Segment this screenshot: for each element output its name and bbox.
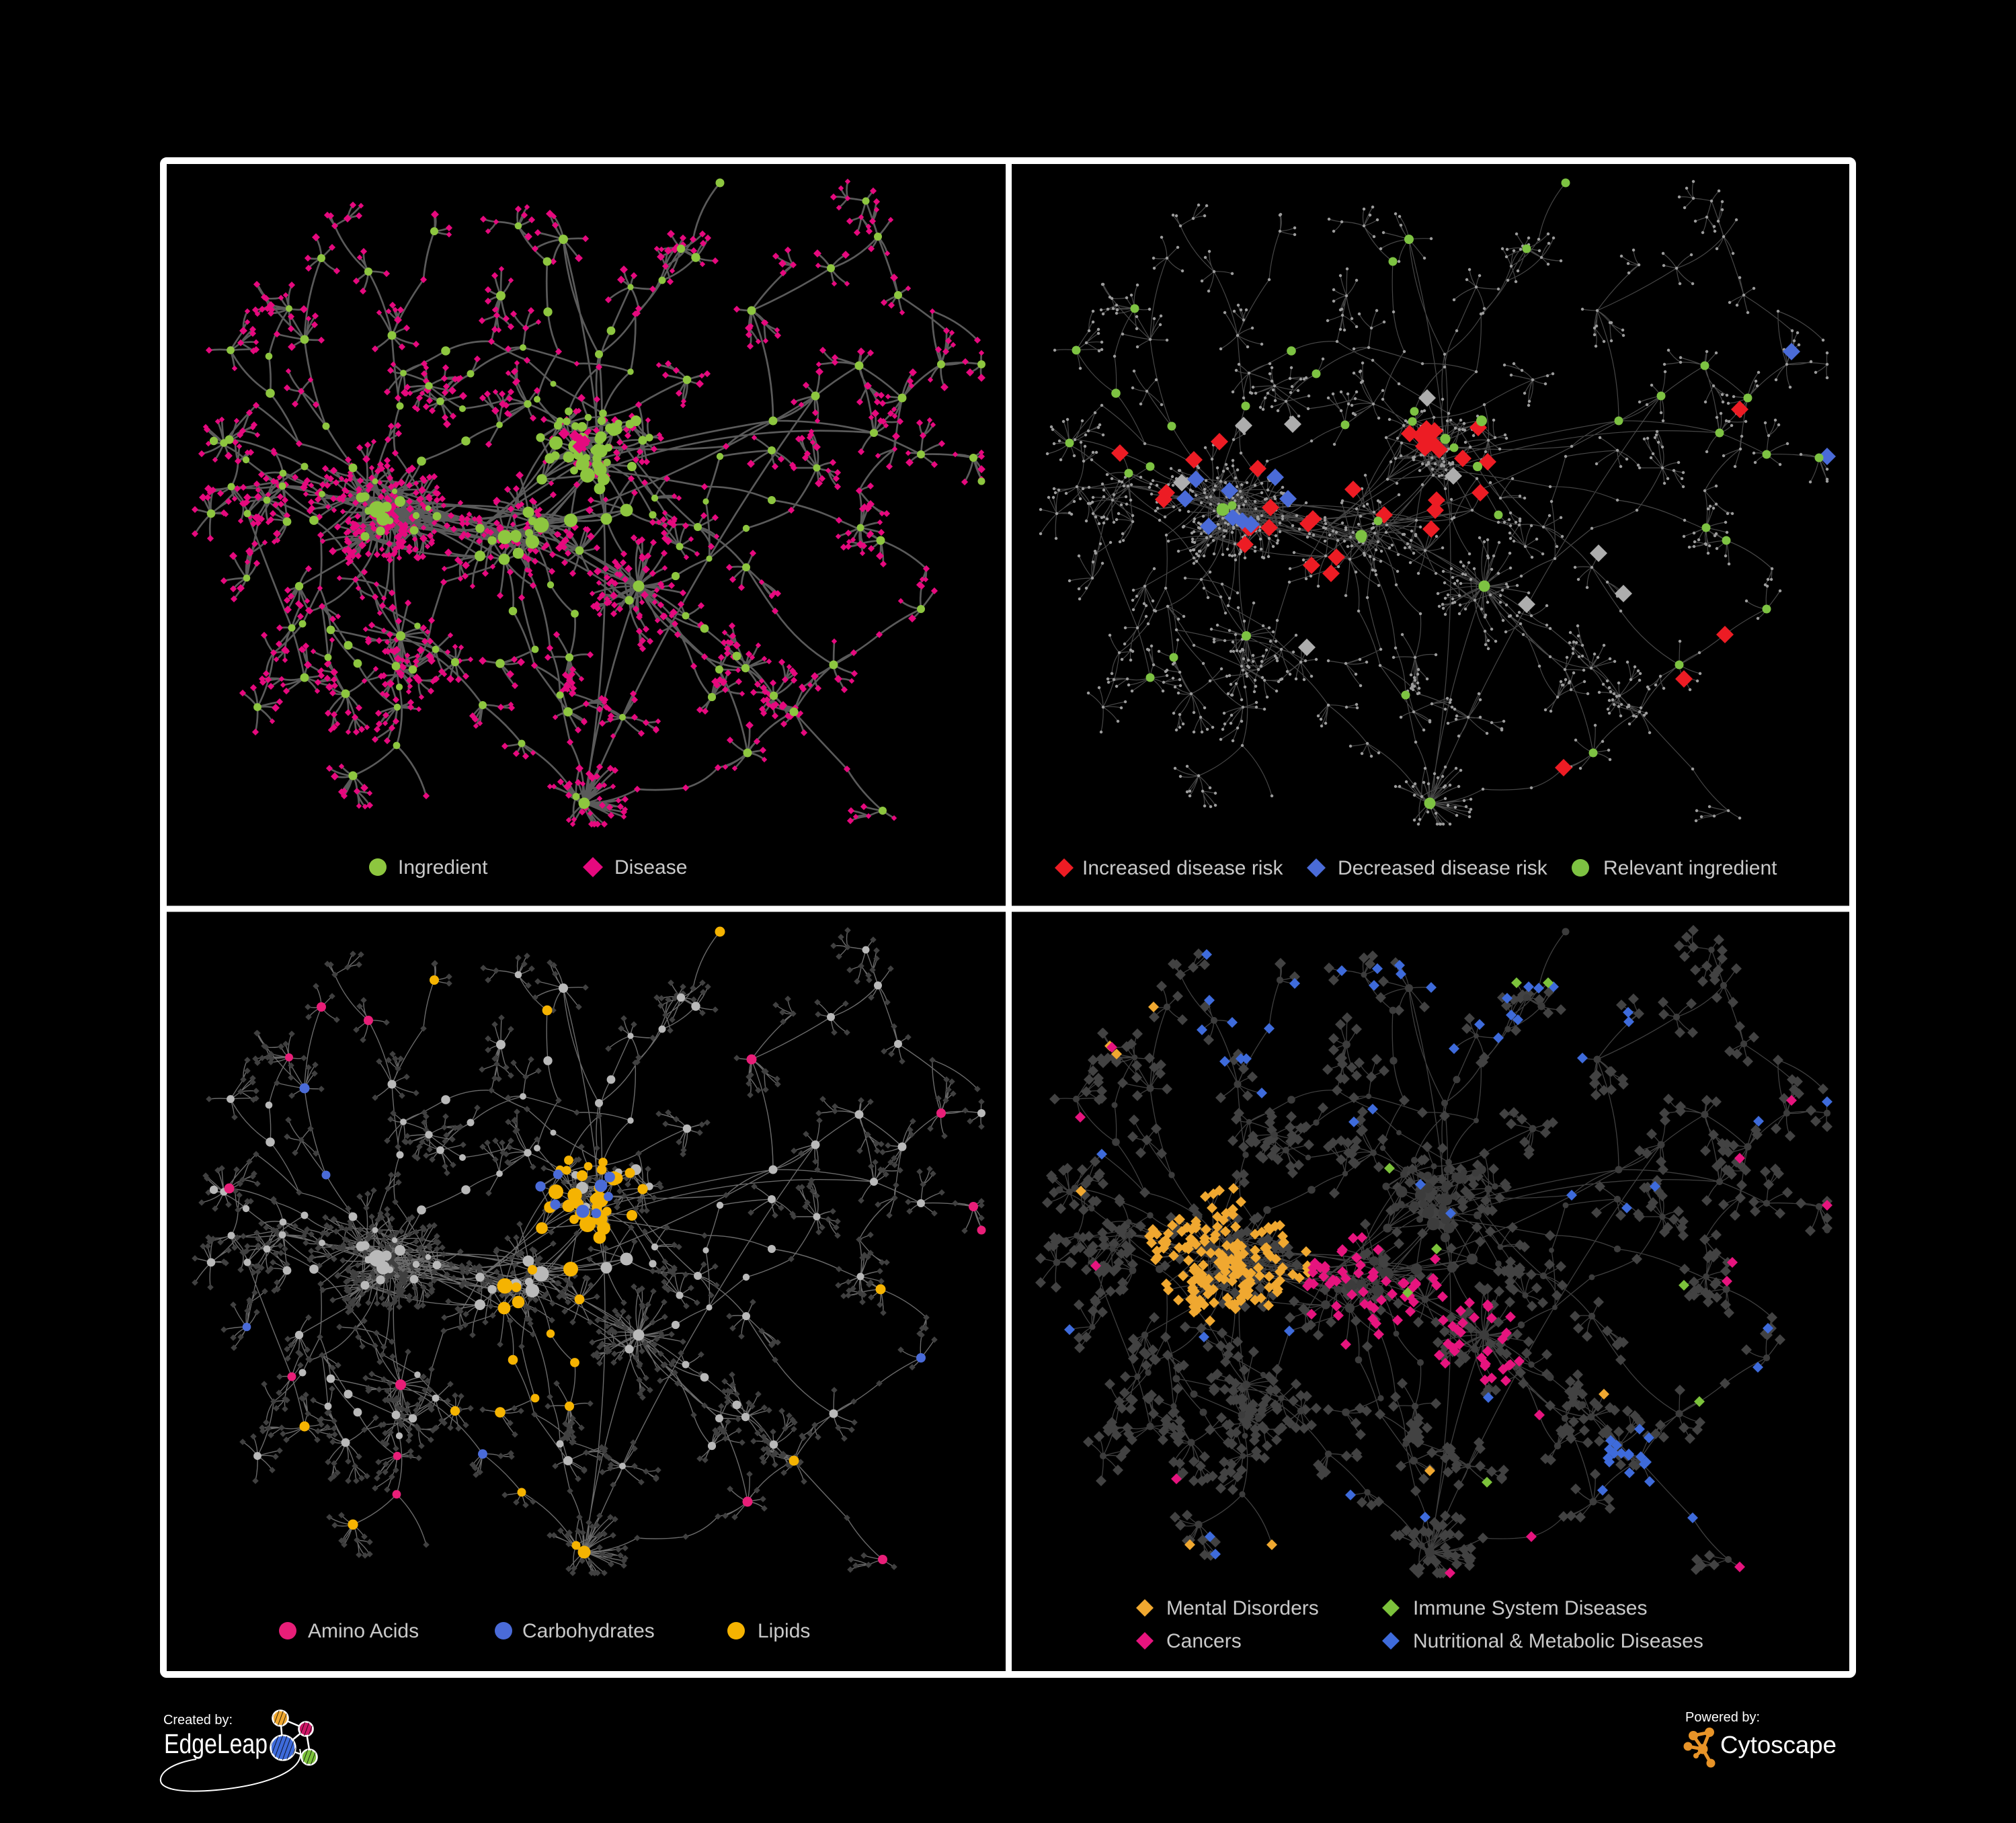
svg-text:Carbohydrates: Carbohydrates — [522, 1620, 655, 1642]
svg-text:Created by:: Created by: — [163, 1713, 233, 1728]
svg-text:Cancers: Cancers — [1166, 1630, 1242, 1652]
svg-text:Disease: Disease — [614, 856, 687, 879]
svg-text:EdgeLeap: EdgeLeap — [164, 1728, 268, 1759]
svg-text:Lipids: Lipids — [758, 1620, 810, 1642]
svg-text:Relevant ingredient: Relevant ingredient — [1603, 857, 1777, 879]
svg-text:Immune System Diseases: Immune System Diseases — [1413, 1597, 1647, 1619]
svg-text:Nutritional & Metabolic Diseas: Nutritional & Metabolic Diseases — [1413, 1630, 1703, 1652]
svg-text:Increased disease risk: Increased disease risk — [1082, 857, 1283, 879]
svg-text:Ingredient: Ingredient — [398, 856, 488, 879]
svg-text:Mental Disorders: Mental Disorders — [1166, 1597, 1319, 1619]
svg-text:Powered by:: Powered by: — [1685, 1710, 1760, 1725]
svg-text:Decreased disease risk: Decreased disease risk — [1338, 857, 1548, 879]
svg-text:Amino Acids: Amino Acids — [308, 1620, 419, 1642]
svg-text:Cytoscape: Cytoscape — [1720, 1731, 1837, 1758]
